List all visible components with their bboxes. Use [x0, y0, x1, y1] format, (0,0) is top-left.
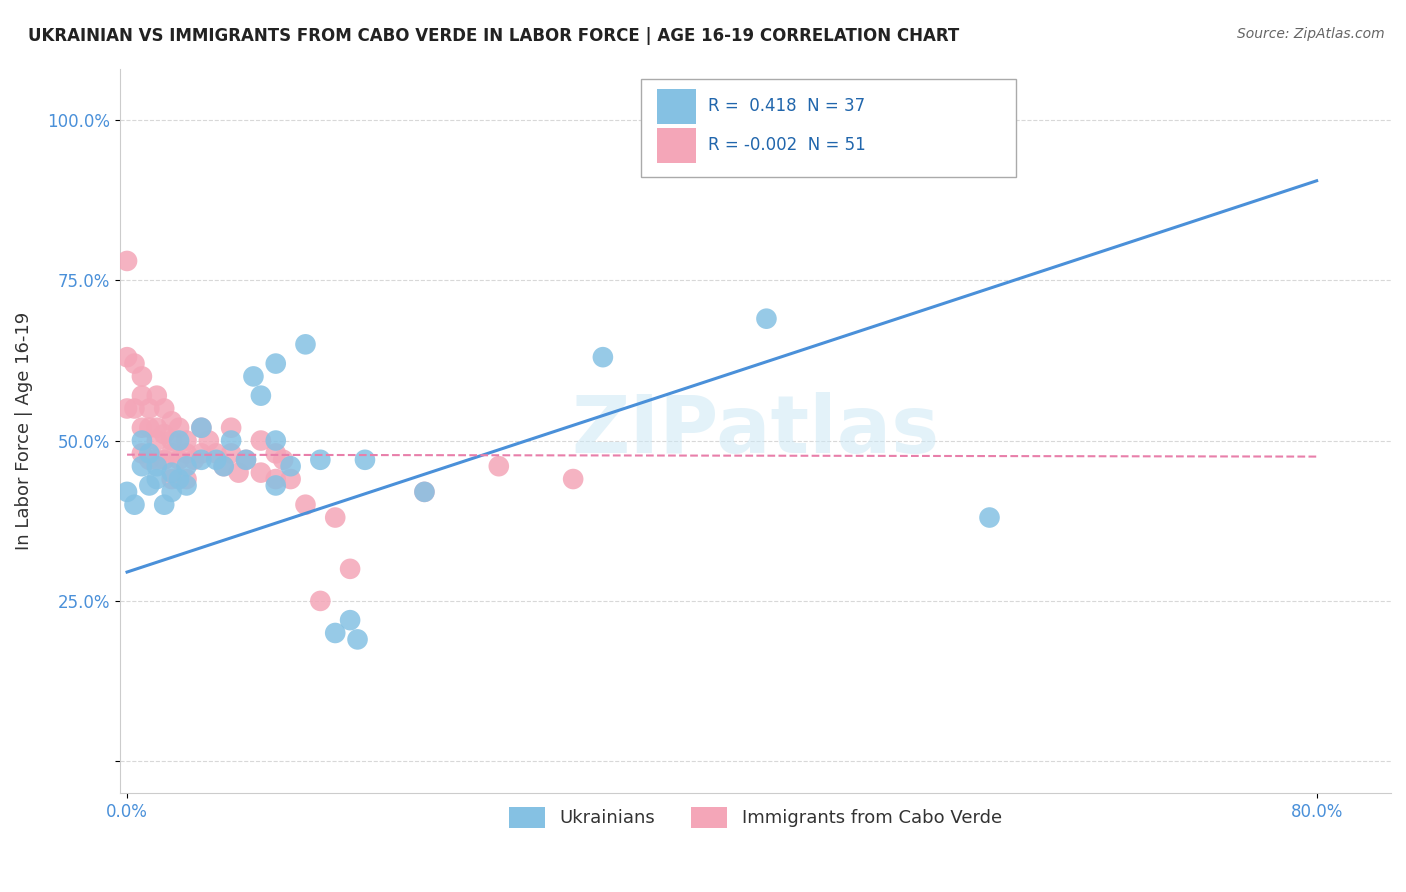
Y-axis label: In Labor Force | Age 16-19: In Labor Force | Age 16-19	[15, 312, 32, 550]
Point	[146, 472, 169, 486]
Point	[160, 484, 183, 499]
Point	[250, 389, 273, 403]
Point	[115, 484, 138, 499]
Point	[294, 498, 316, 512]
Legend: Ukrainians, Immigrants from Cabo Verde: Ukrainians, Immigrants from Cabo Verde	[502, 800, 1010, 835]
Point	[131, 369, 153, 384]
Point	[264, 357, 287, 371]
Point	[138, 446, 160, 460]
Point	[219, 421, 242, 435]
Point	[160, 466, 183, 480]
Point	[124, 401, 146, 416]
Point	[138, 452, 160, 467]
Point	[160, 434, 183, 448]
Point	[160, 472, 183, 486]
Point	[264, 472, 287, 486]
Text: UKRAINIAN VS IMMIGRANTS FROM CABO VERDE IN LABOR FORCE | AGE 16-19 CORRELATION C: UKRAINIAN VS IMMIGRANTS FROM CABO VERDE …	[28, 27, 959, 45]
Point	[115, 401, 138, 416]
Point	[228, 466, 250, 480]
Point	[176, 459, 198, 474]
Point	[183, 452, 205, 467]
Point	[146, 434, 169, 448]
Point	[167, 421, 190, 435]
Point	[153, 427, 176, 442]
Point	[190, 446, 212, 460]
Point	[146, 389, 169, 403]
Point	[176, 472, 198, 486]
Point	[242, 369, 264, 384]
Point	[264, 446, 287, 460]
Point	[354, 452, 377, 467]
Point	[488, 459, 510, 474]
Point	[167, 434, 190, 448]
Text: ZIPatlas: ZIPatlas	[571, 392, 939, 470]
Point	[153, 452, 176, 467]
Point	[235, 452, 257, 467]
Point	[346, 632, 368, 647]
Point	[138, 401, 160, 416]
Point	[124, 498, 146, 512]
Point	[339, 562, 361, 576]
Text: Source: ZipAtlas.com: Source: ZipAtlas.com	[1237, 27, 1385, 41]
Bar	[658, 128, 696, 162]
Point	[146, 452, 169, 467]
Point	[205, 446, 228, 460]
Point	[562, 472, 585, 486]
Point	[219, 446, 242, 460]
Point	[323, 626, 346, 640]
Point	[264, 434, 287, 448]
Point	[190, 421, 212, 435]
Point	[309, 452, 332, 467]
Point	[212, 459, 235, 474]
Point	[176, 446, 198, 460]
Point	[146, 459, 169, 474]
Point	[131, 446, 153, 460]
Point	[979, 510, 1001, 524]
Point	[323, 510, 346, 524]
Point	[131, 434, 153, 448]
Point	[413, 484, 436, 499]
Point	[176, 478, 198, 492]
Point	[235, 452, 257, 467]
Point	[167, 472, 190, 486]
Point	[138, 421, 160, 435]
Point	[153, 498, 176, 512]
Point	[250, 434, 273, 448]
Point	[176, 434, 198, 448]
Text: R = -0.002  N = 51: R = -0.002 N = 51	[709, 136, 866, 154]
Point	[280, 472, 302, 486]
Point	[264, 478, 287, 492]
Point	[160, 414, 183, 428]
Point	[755, 311, 778, 326]
Point	[294, 337, 316, 351]
Point	[131, 421, 153, 435]
Point	[124, 357, 146, 371]
Point	[413, 484, 436, 499]
Point	[339, 613, 361, 627]
Point	[205, 452, 228, 467]
Point	[212, 459, 235, 474]
Text: R =  0.418  N = 37: R = 0.418 N = 37	[709, 97, 865, 115]
Point	[592, 350, 614, 364]
FancyBboxPatch shape	[641, 79, 1017, 178]
Point	[250, 466, 273, 480]
Point	[190, 452, 212, 467]
Point	[190, 421, 212, 435]
Point	[115, 350, 138, 364]
Bar	[658, 89, 696, 124]
Point	[271, 452, 294, 467]
Point	[167, 452, 190, 467]
Point	[146, 421, 169, 435]
Point	[138, 478, 160, 492]
Point	[280, 459, 302, 474]
Point	[153, 401, 176, 416]
Point	[219, 434, 242, 448]
Point	[198, 434, 221, 448]
Point	[160, 446, 183, 460]
Point	[115, 254, 138, 268]
Point	[131, 389, 153, 403]
Point	[309, 594, 332, 608]
Point	[131, 459, 153, 474]
